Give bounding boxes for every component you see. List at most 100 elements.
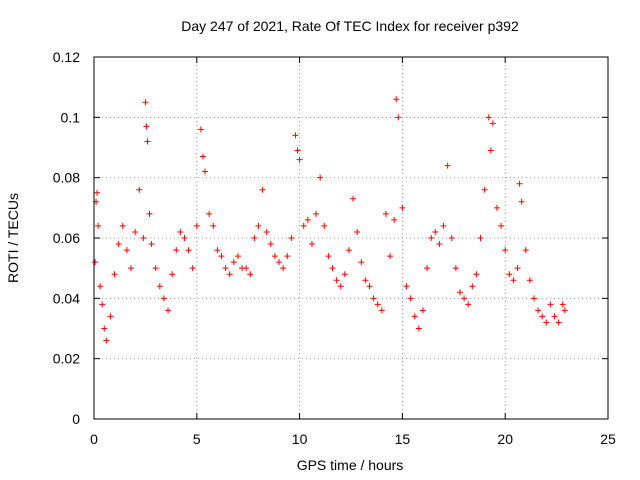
data-point (107, 313, 114, 320)
data-point (202, 168, 209, 175)
data-point (516, 180, 523, 187)
data-point (115, 241, 122, 248)
data-point (382, 210, 389, 217)
x-axis-ticks: 0 5 10 15 20 25 (90, 57, 616, 447)
data-point (123, 247, 130, 254)
data-point (333, 277, 340, 284)
data-point (143, 123, 150, 130)
data-point (518, 198, 525, 205)
data-point (255, 222, 262, 229)
data-point (551, 313, 558, 320)
data-point (308, 241, 315, 248)
data-point (481, 186, 488, 193)
data-points (92, 96, 568, 344)
data-point (543, 319, 550, 326)
data-point (99, 301, 106, 308)
data-point (292, 132, 299, 139)
data-point (325, 253, 332, 260)
data-point (395, 114, 402, 121)
data-point (485, 114, 492, 121)
data-point (498, 222, 505, 229)
data-point (148, 241, 155, 248)
data-point (526, 277, 533, 284)
data-point (288, 235, 295, 241)
data-point (399, 204, 406, 211)
data-point (92, 259, 99, 266)
data-point (234, 253, 241, 260)
data-point (539, 313, 546, 320)
data-point (146, 210, 153, 217)
data-point (444, 162, 451, 169)
data-point (489, 120, 496, 127)
data-point (452, 265, 459, 272)
data-point (329, 265, 336, 272)
data-point (210, 222, 217, 229)
data-point (284, 253, 291, 260)
data-point (94, 189, 101, 196)
data-point (144, 138, 151, 145)
data-point (132, 228, 139, 235)
data-point (393, 96, 400, 103)
data-point (407, 295, 414, 302)
data-point (95, 222, 102, 229)
data-point (440, 222, 447, 229)
data-point (247, 271, 254, 278)
data-point (300, 222, 307, 229)
data-point (487, 147, 494, 154)
data-point (119, 222, 126, 229)
data-point (506, 271, 513, 278)
data-point (432, 228, 439, 235)
data-point (128, 265, 135, 272)
data-point (465, 301, 472, 308)
data-point (428, 235, 435, 241)
x-tick-label: 10 (292, 431, 308, 447)
x-tick-label: 20 (497, 431, 513, 447)
chart-title: Day 247 of 2021, Rate Of TEC Index for r… (181, 18, 519, 34)
data-point (514, 265, 521, 272)
data-point (366, 283, 373, 290)
data-point (387, 253, 394, 260)
y-tick-label: 0.1 (61, 109, 81, 125)
data-point (358, 259, 365, 266)
data-point (276, 259, 283, 266)
x-tick-label: 25 (600, 431, 616, 447)
data-point (378, 307, 385, 314)
data-point (337, 283, 344, 290)
data-point (177, 228, 184, 235)
data-point (403, 283, 410, 290)
data-point (185, 247, 192, 254)
data-point (555, 319, 562, 326)
data-point (415, 325, 422, 332)
y-axis-label: ROTI / TECUs (5, 193, 21, 283)
data-point (218, 253, 225, 260)
data-point (222, 265, 229, 272)
data-point (391, 216, 398, 223)
data-point (165, 307, 172, 314)
data-point (197, 126, 204, 133)
data-point (473, 271, 480, 278)
data-point (313, 210, 320, 217)
data-point (317, 174, 324, 181)
data-point (263, 228, 270, 235)
data-point (206, 210, 213, 217)
data-point (181, 235, 188, 241)
x-axis-label: GPS time / hours (297, 457, 404, 473)
data-point (169, 271, 176, 278)
grid (94, 57, 608, 419)
y-axis-ticks: 0 0.02 0.04 0.06 0.08 0.1 0.12 (53, 49, 608, 427)
data-point (160, 295, 167, 302)
data-point (547, 301, 554, 308)
data-point (350, 195, 357, 202)
data-point (362, 277, 369, 284)
data-point (530, 295, 537, 302)
data-point (411, 313, 418, 320)
data-point (101, 325, 108, 332)
data-point (296, 156, 303, 163)
y-tick-label: 0.04 (53, 290, 80, 306)
data-point (267, 241, 274, 248)
data-point (173, 247, 180, 254)
data-point (374, 301, 381, 308)
x-tick-label: 0 (90, 431, 98, 447)
data-point (341, 271, 348, 278)
